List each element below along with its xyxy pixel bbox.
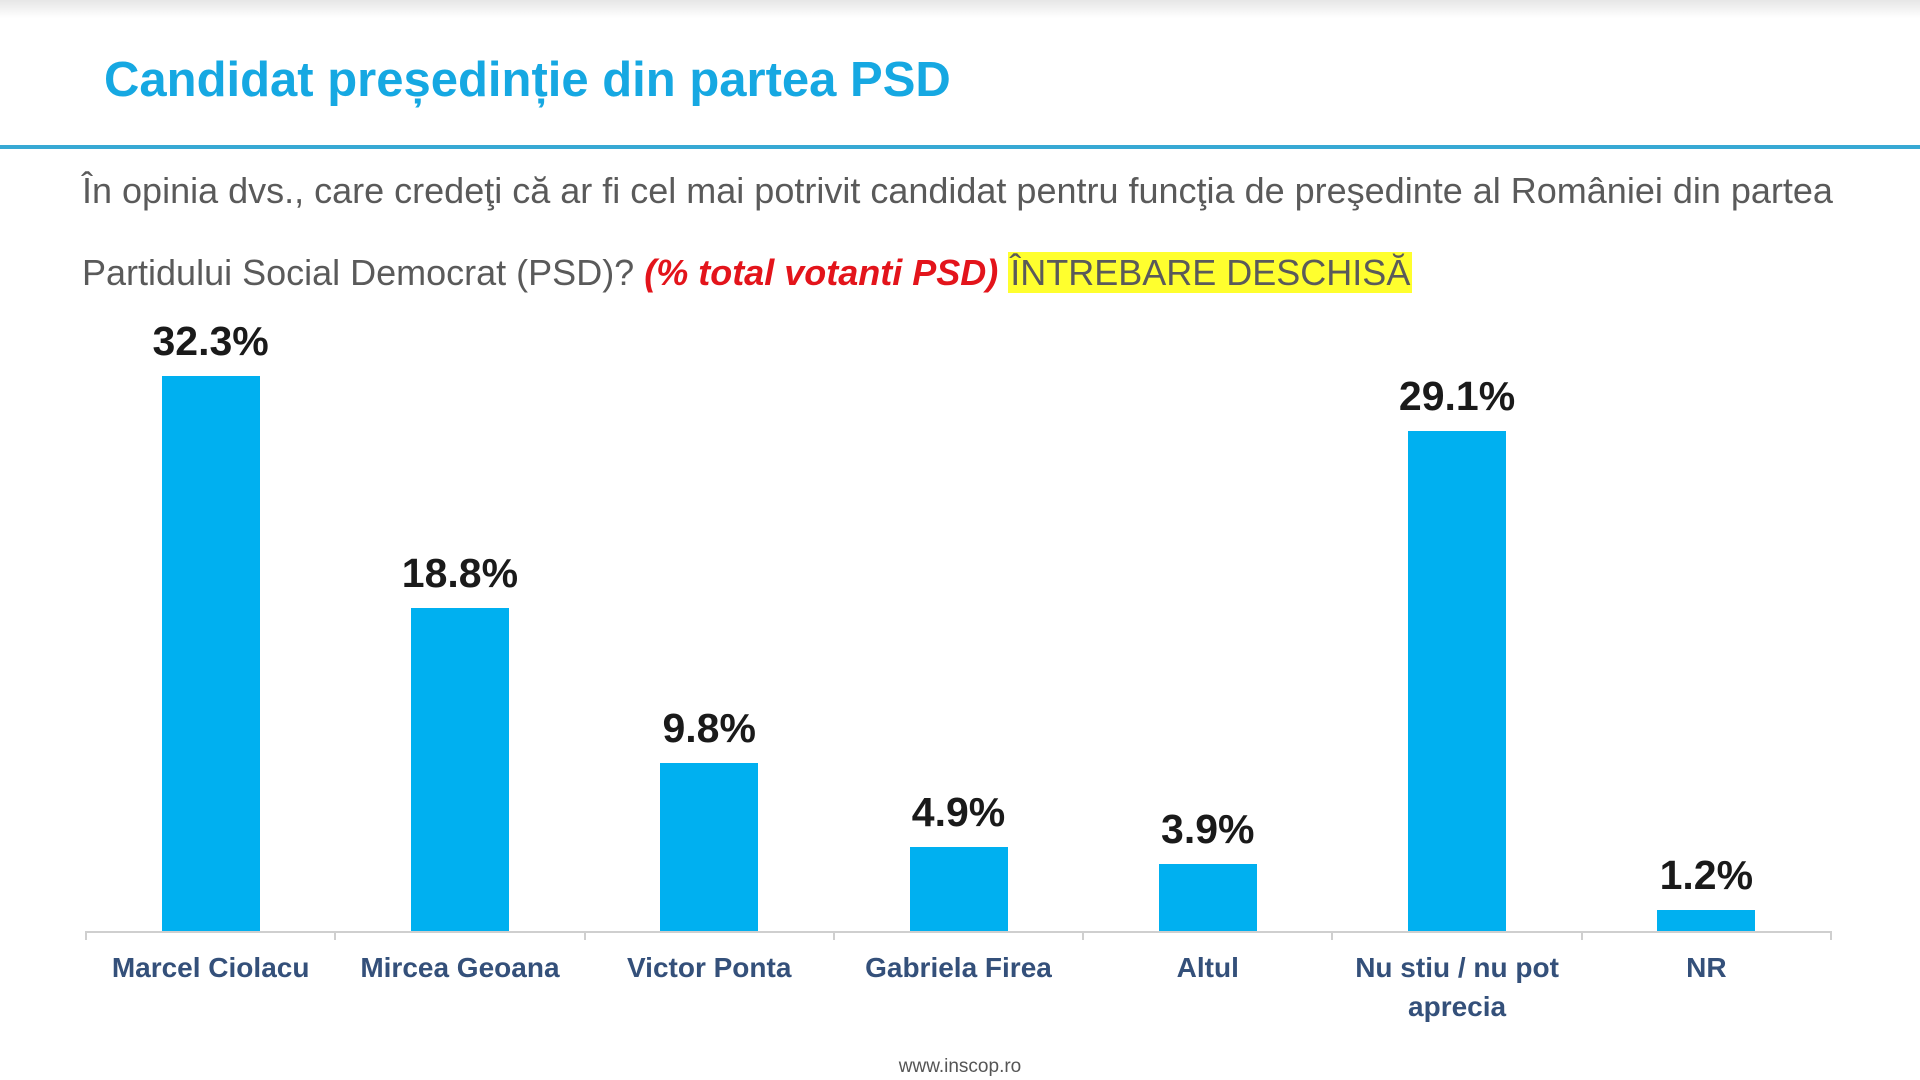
- value-label: 29.1%: [1398, 372, 1516, 419]
- title-rule: [0, 145, 1920, 149]
- x-tick-label: Marcel Ciolacu: [111, 952, 310, 983]
- question: În opinia dvs., care credeţi că ar fi ce…: [82, 170, 1833, 293]
- bar: [161, 376, 260, 931]
- axis-tick: [1580, 931, 1583, 940]
- value-label: 18.8%: [401, 549, 519, 596]
- x-tick-label: Victor Ponta: [627, 952, 792, 983]
- top-shade: [0, 0, 1920, 18]
- value-label: 9.8%: [662, 704, 756, 751]
- highlight: ÎNTREBARE DESCHISĂ: [1008, 252, 1413, 293]
- x-tick-label: Nu stiu / nu pot aprecia: [1355, 952, 1559, 1022]
- axis-tick: [832, 931, 835, 940]
- subtitle: În opinia dvs., care credeţi că ar fi ce…: [82, 150, 1892, 314]
- x-tick-label: Altul: [1176, 952, 1239, 983]
- value-label: 1.2%: [1659, 852, 1754, 899]
- chart-title: Candidat președinție din partea PSD: [104, 53, 951, 107]
- axis-tick: [1331, 931, 1334, 940]
- bar: [1657, 910, 1756, 931]
- axis-tick: [583, 931, 586, 940]
- bar: [660, 762, 759, 931]
- bar: [1158, 863, 1257, 931]
- value-label: 32.3%: [152, 318, 269, 364]
- source: www.inscop.ro: [898, 1056, 1022, 1077]
- x-axis: [86, 931, 1831, 933]
- axis-tick: [85, 931, 87, 940]
- bar: [1408, 430, 1507, 931]
- bar: [410, 607, 509, 931]
- axis-tick: [1830, 931, 1832, 940]
- value-label: 3.9%: [1161, 805, 1255, 852]
- axis-tick: [1082, 931, 1085, 940]
- value-label: 4.9%: [911, 788, 1006, 835]
- bar: [909, 846, 1008, 931]
- x-tick-label: Gabriela Firea: [865, 952, 1052, 983]
- note: (% total votanti PSD): [644, 252, 999, 293]
- axis-tick: [334, 931, 337, 940]
- x-tick-label: NR: [1686, 952, 1727, 983]
- x-tick-label: Mircea Geoana: [360, 952, 560, 983]
